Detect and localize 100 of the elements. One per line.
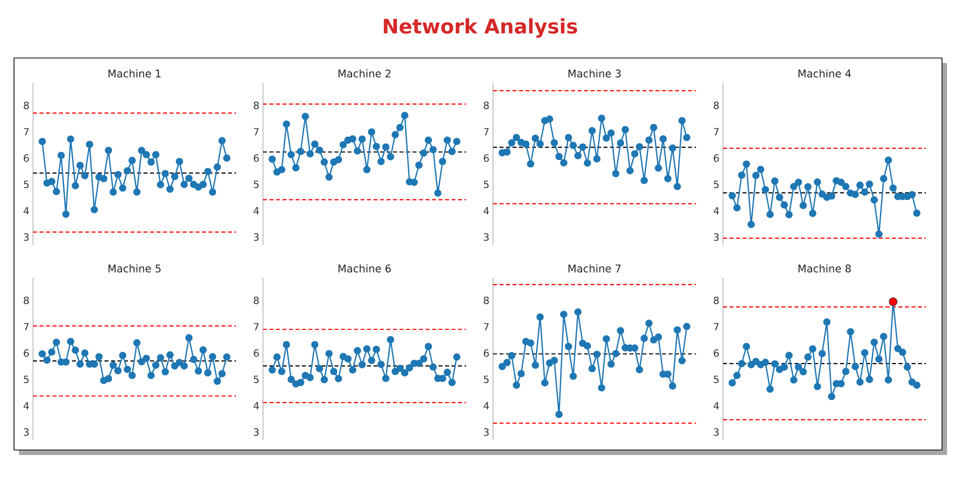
y-tick-label: 4	[714, 207, 719, 214]
point	[372, 346, 380, 354]
point	[325, 173, 333, 181]
point	[62, 210, 70, 218]
point	[268, 366, 276, 374]
point	[626, 167, 634, 174]
point	[340, 140, 347, 148]
point	[852, 190, 859, 198]
point	[453, 138, 460, 146]
point	[846, 328, 854, 336]
point	[429, 363, 437, 371]
point	[133, 339, 141, 346]
point	[607, 129, 615, 137]
y-tick-label: 4	[24, 402, 29, 410]
point	[593, 350, 601, 358]
point	[622, 126, 629, 134]
point	[401, 369, 408, 376]
point	[278, 166, 286, 174]
point	[908, 191, 916, 198]
point	[742, 342, 750, 350]
point	[814, 382, 822, 390]
point	[861, 349, 868, 356]
chart-title: Machine 1	[108, 69, 161, 78]
y-tick-label: 7	[714, 323, 719, 330]
point	[650, 124, 658, 132]
point	[780, 363, 788, 371]
y-tick-label: 7	[254, 323, 259, 330]
point	[856, 378, 864, 386]
point	[588, 127, 596, 134]
point	[683, 134, 690, 142]
point	[386, 153, 394, 160]
point	[526, 339, 534, 347]
point	[438, 158, 446, 166]
point	[880, 332, 888, 340]
y-tick-label: 3	[484, 428, 489, 436]
point	[842, 368, 850, 376]
point	[640, 334, 648, 342]
point	[870, 196, 878, 204]
point	[38, 138, 46, 146]
point	[358, 361, 366, 368]
point	[640, 176, 648, 184]
y-tick-label: 6	[714, 154, 719, 162]
point	[894, 344, 902, 352]
point	[142, 354, 150, 362]
point	[809, 210, 816, 218]
point	[804, 183, 812, 190]
point	[349, 135, 356, 142]
point	[785, 211, 793, 218]
point	[38, 350, 46, 358]
point	[382, 374, 390, 382]
point	[208, 188, 216, 196]
chart-title: Machine 2	[338, 69, 390, 78]
point	[794, 363, 802, 371]
point	[363, 166, 371, 174]
point	[180, 180, 188, 188]
y-tick-label: 6	[254, 349, 259, 357]
point	[748, 361, 755, 368]
point	[420, 355, 428, 363]
y-tick-label: 3	[714, 233, 719, 241]
point	[320, 376, 328, 384]
point	[368, 356, 376, 364]
point	[518, 370, 525, 378]
point	[541, 379, 548, 386]
point	[742, 160, 750, 168]
point	[377, 158, 385, 166]
point	[334, 156, 342, 164]
chart-title: Machine 6	[338, 264, 391, 272]
point	[503, 358, 511, 366]
y-tick-label: 8	[24, 102, 29, 110]
point	[674, 326, 681, 334]
y-tick-label: 3	[714, 428, 719, 436]
point	[645, 320, 653, 327]
point	[794, 178, 802, 186]
point	[162, 368, 169, 376]
point	[420, 149, 428, 157]
point	[550, 356, 558, 364]
point	[282, 120, 290, 128]
point	[804, 353, 812, 361]
point	[536, 140, 544, 148]
point	[124, 167, 132, 174]
y-tick-label: 7	[714, 128, 719, 136]
point	[218, 137, 226, 144]
point	[114, 367, 122, 374]
point	[358, 135, 366, 143]
point	[72, 182, 80, 190]
point	[598, 114, 606, 122]
point	[861, 188, 868, 196]
point	[377, 360, 385, 368]
point	[76, 360, 84, 368]
point	[199, 346, 207, 354]
point	[790, 376, 798, 384]
point	[363, 345, 371, 353]
point	[302, 112, 310, 120]
point	[602, 335, 610, 342]
point	[354, 147, 362, 155]
point	[444, 136, 451, 144]
point	[444, 368, 451, 376]
y-tick-label: 5	[484, 180, 489, 188]
point	[273, 353, 281, 361]
y-tick-label: 4	[24, 207, 29, 214]
